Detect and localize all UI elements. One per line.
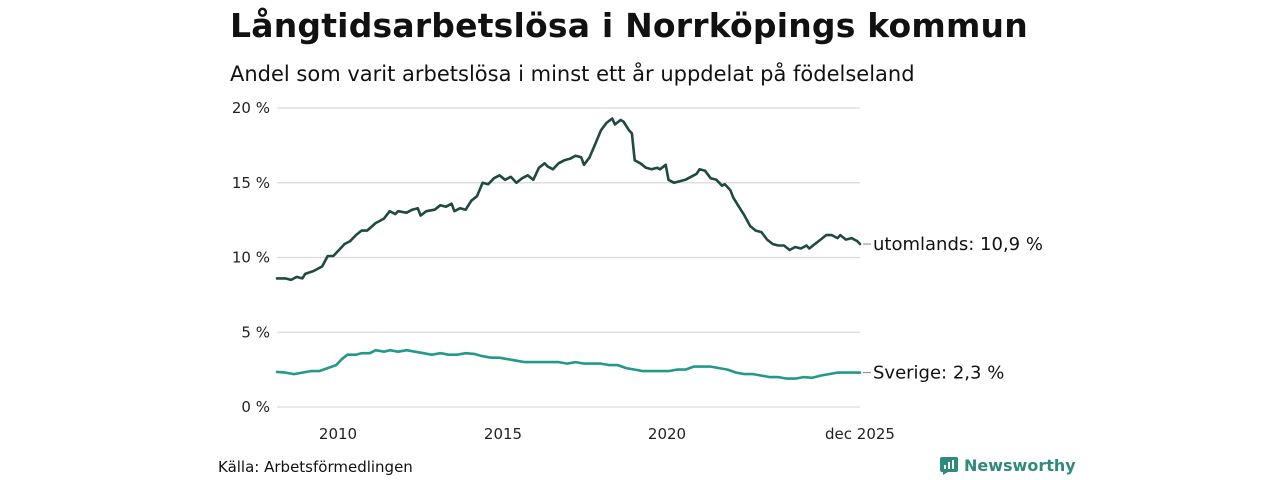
end-labels: utomlands: 10,9 % Sverige: 2,3 %	[863, 234, 1043, 384]
y-tick-label: 5 %	[241, 323, 270, 341]
y-tick-label: 20 %	[232, 99, 270, 117]
y-tick-label: 10 %	[232, 249, 270, 267]
brand-name: Newsworthy	[964, 456, 1076, 475]
x-tick-label: dec 2025	[825, 425, 895, 443]
series-line-sverige	[275, 348, 862, 380]
newsworthy-logo-icon	[940, 456, 958, 475]
y-axis-ticks: 0 % 5 % 10 % 15 % 20 %	[232, 99, 270, 416]
brand-logo: Newsworthy	[940, 456, 1076, 475]
chart-subtitle: Andel som varit arbetslösa i minst ett å…	[230, 62, 915, 86]
x-axis-ticks: 2010 2015 2020 dec 2025	[319, 425, 895, 443]
series-line-utomlands	[275, 117, 862, 282]
chart-title: Långtidsarbetslösa i Norrköpings kommun	[230, 6, 1028, 45]
y-tick-label: 0 %	[241, 398, 270, 416]
y-tick-label: 15 %	[232, 174, 270, 192]
x-tick-label: 2015	[484, 425, 522, 443]
end-label-sverige: Sverige: 2,3 %	[873, 363, 1004, 384]
series-lines	[275, 117, 862, 380]
end-label-utomlands: utomlands: 10,9 %	[873, 234, 1043, 255]
source-note: Källa: Arbetsförmedlingen	[218, 458, 413, 476]
x-tick-label: 2020	[648, 425, 686, 443]
x-tick-label: 2010	[319, 425, 357, 443]
gridlines	[277, 107, 860, 408]
